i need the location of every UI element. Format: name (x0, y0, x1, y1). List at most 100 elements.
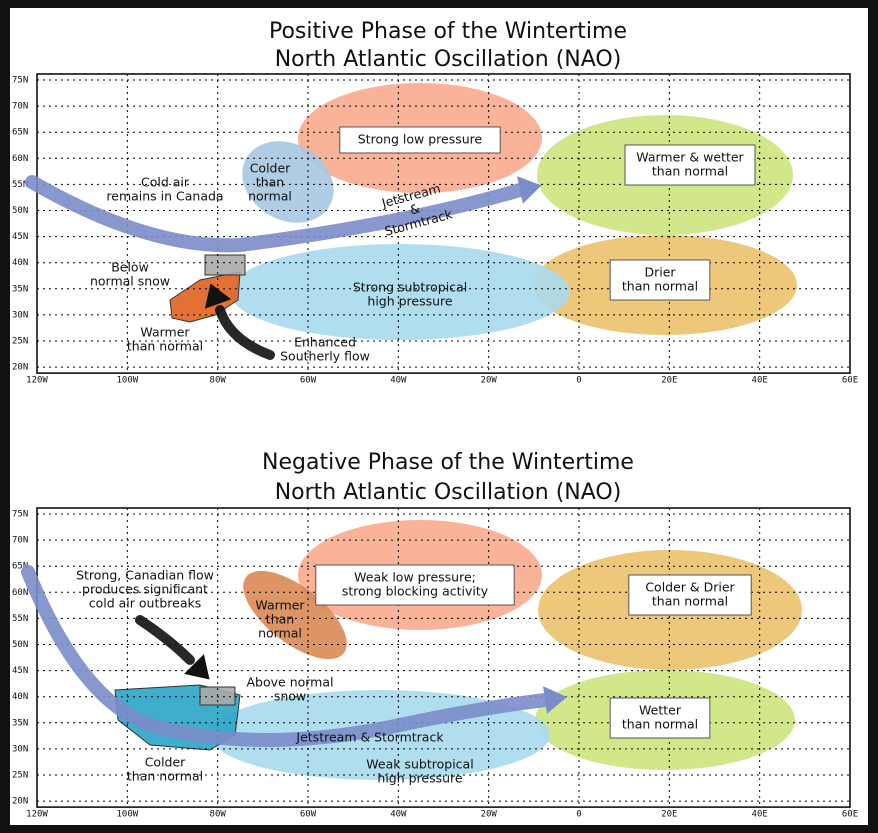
region (243, 570, 347, 660)
arrow-head (184, 654, 210, 680)
annotation-text: Warmer & wetter (636, 150, 744, 165)
lat-label: 20N (12, 797, 28, 807)
panel-title: North Atlantic Oscillation (NAO) (275, 47, 622, 72)
lat-label: 65N (12, 128, 28, 138)
region (204, 254, 246, 276)
lat-label: 45N (12, 232, 28, 242)
lat-label: 60N (12, 154, 28, 164)
annotation-text: Strong, Canadian flow (76, 568, 214, 583)
flow-arrow (215, 305, 275, 360)
lon-label: 20E (661, 376, 677, 386)
annotation-text: Weak subtropical (366, 757, 473, 772)
lat-label: 50N (12, 206, 28, 216)
lat-label: 30N (12, 310, 28, 320)
lat-label: 40N (12, 258, 28, 268)
annotation-text: remains in Canada (106, 189, 223, 204)
annotation: Weak low pressure;strong blocking activi… (315, 564, 515, 606)
lon-label: 120W (26, 376, 48, 386)
lat-label: 70N (12, 536, 28, 546)
flow-arrow (25, 175, 527, 253)
annotation: Jetstream & Stormtrack (295, 730, 444, 745)
lat-label: 40N (12, 692, 28, 702)
panel-title: Negative Phase of the Wintertime (262, 450, 634, 475)
annotation-text: than (266, 612, 294, 627)
annotation-text: than normal (652, 594, 728, 609)
lon-label: 20E (661, 810, 677, 820)
annotation-text: snow (274, 689, 306, 704)
lon-label: 0 (576, 810, 581, 820)
annotation-text: than normal (622, 717, 698, 732)
lon-label: 60W (300, 810, 317, 820)
lat-label: 25N (12, 337, 28, 347)
annotation-text: Weak low pressure; (354, 570, 476, 585)
lon-label: 20W (481, 810, 498, 820)
arrow-head (517, 176, 542, 204)
lat-label: 70N (12, 102, 28, 112)
annotation-text: than normal (127, 339, 203, 354)
annotation-text: Above normal (247, 675, 334, 690)
annotation-text: Southerly flow (280, 349, 370, 364)
lon-label: 60W (300, 376, 317, 386)
annotation-text: Colder (250, 161, 291, 176)
annotation-text: Drier (644, 265, 676, 280)
annotation-text: than normal (622, 279, 698, 294)
annotation-text: strong blocking activity (342, 584, 489, 599)
annotation-text: Below (111, 260, 149, 275)
lat-label: 45N (12, 666, 28, 676)
annotation-text: than normal (127, 769, 203, 784)
annotation-text: than normal (652, 164, 728, 179)
flow-arrow (135, 615, 195, 665)
annotation-text: Enhanced (294, 335, 356, 350)
annotation-text: Colder & Drier (645, 580, 735, 595)
annotation-text: cold air outbreaks (89, 596, 202, 611)
annotation-text: Warmer (255, 598, 305, 613)
lat-label: 75N (12, 76, 28, 86)
label-box (315, 564, 515, 606)
lat-label: 35N (12, 284, 28, 294)
arrow-head (543, 686, 567, 714)
lon-label: 60E (842, 810, 858, 820)
lon-label: 60E (842, 376, 858, 386)
annotation-text: Cold air (141, 175, 190, 190)
annotation-text: normal (258, 626, 302, 641)
arrow-head (204, 283, 232, 309)
annotation-text: high pressure (377, 771, 463, 786)
lat-label: 30N (12, 744, 28, 754)
lon-label: 0 (576, 376, 581, 386)
annotation-text: normal (248, 189, 292, 204)
annotation-text: Warmer (140, 325, 190, 340)
lat-label: 25N (12, 771, 28, 781)
annotation-text: high pressure (367, 294, 453, 309)
lon-label: 40E (752, 376, 768, 386)
panel-title: Positive Phase of the Wintertime (269, 19, 627, 44)
lat-label: 75N (12, 510, 28, 520)
lon-label: 80W (210, 376, 227, 386)
panel-title: North Atlantic Oscillation (NAO) (275, 480, 622, 505)
lat-label: 55N (12, 180, 28, 190)
region (242, 141, 334, 223)
label-box (609, 697, 711, 739)
lon-label: 80W (210, 810, 227, 820)
label-box (609, 259, 711, 301)
lat-label: 60N (12, 588, 28, 598)
lon-label: 40W (390, 376, 407, 386)
lon-label: 100W (116, 376, 138, 386)
lon-label: 40E (752, 810, 768, 820)
annotation-text: than (256, 175, 284, 190)
lat-label: 65N (12, 562, 28, 572)
